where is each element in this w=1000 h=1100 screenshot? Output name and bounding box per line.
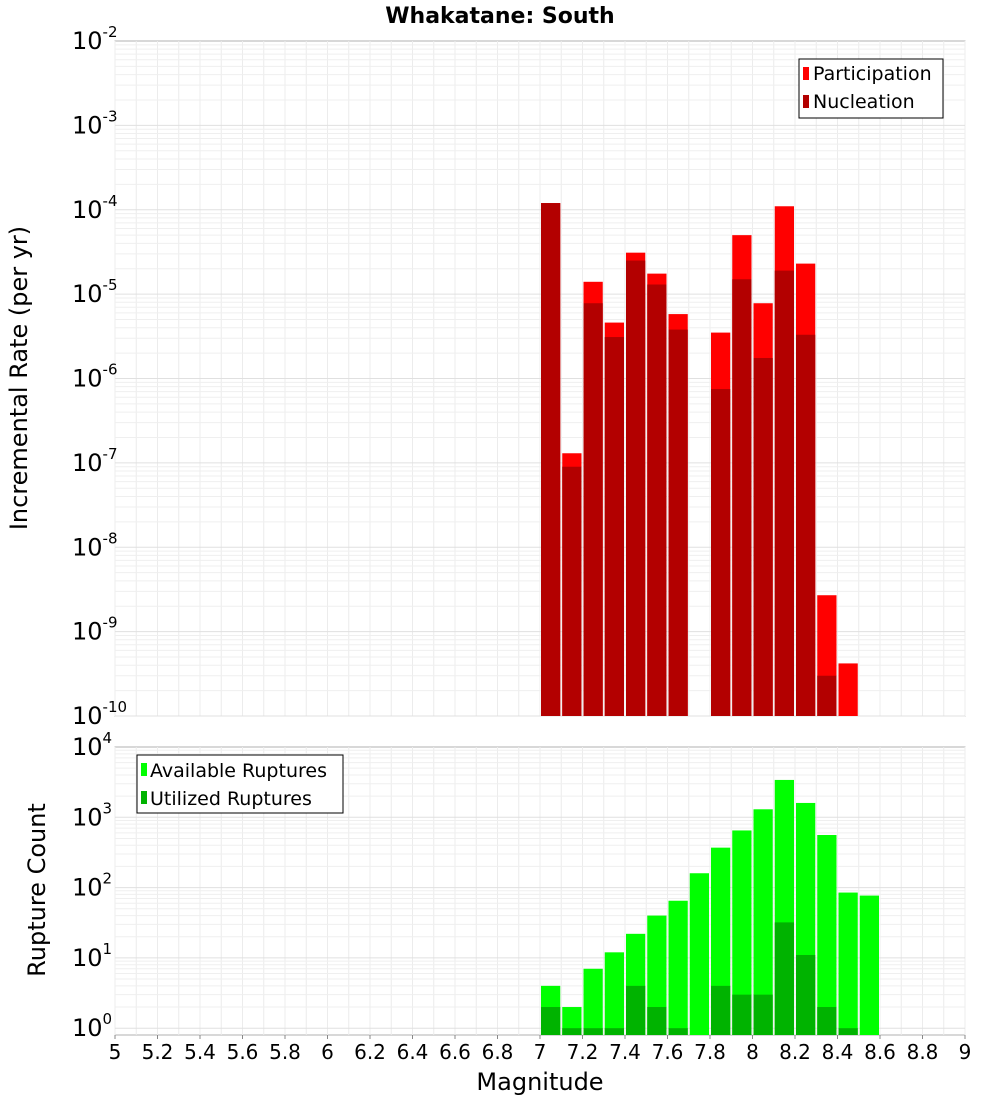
nucleation-bar: [711, 389, 731, 716]
nucleation-bar: [583, 303, 603, 716]
utilized-ruptures-bar: [604, 1028, 624, 1035]
utilized-ruptures-bar: [647, 1007, 667, 1035]
nucleation-bar: [647, 284, 667, 716]
utilized-ruptures-bar: [817, 1007, 837, 1035]
nucleation-bar: [562, 466, 582, 716]
x-tick-label: 8.2: [779, 1040, 811, 1064]
utilized-ruptures-bar: [753, 994, 773, 1035]
nucleation-bar: [796, 334, 816, 716]
bottom-bars: [541, 779, 879, 1035]
y-tick-label: 103: [72, 799, 112, 831]
x-tick-label: 9: [959, 1040, 972, 1064]
x-tick-label: 7.2: [567, 1040, 599, 1064]
x-tick-label: 7: [534, 1040, 547, 1064]
available-ruptures-bar: [753, 809, 773, 1035]
utilized-ruptures-bar: [774, 922, 794, 1035]
utilized-ruptures-bar: [626, 985, 646, 1035]
y-tick-label: 10-6: [72, 361, 118, 393]
bottom-y-ticks: 100 101 102 103 104: [72, 729, 112, 1042]
available-ruptures-bar: [604, 952, 624, 1035]
available-ruptures-bar: [838, 892, 858, 1035]
available-ruptures-bar: [647, 915, 667, 1035]
x-tick-label: 6.6: [439, 1040, 471, 1064]
nucleation-bar: [774, 270, 794, 716]
y-tick-label: 10-4: [72, 192, 118, 224]
available-ruptures-bar: [817, 834, 837, 1035]
top-y-ticks: 10-10 10-9 10-8 10-7 10-6 10-5 10-4 10-3 10-2: [72, 23, 127, 730]
x-tick-label: 5.6: [227, 1040, 259, 1064]
x-tick-label: 7.4: [609, 1040, 641, 1064]
x-tick-label: 5: [109, 1040, 122, 1064]
available-ruptures-bar: [562, 1007, 582, 1035]
x-tick-label: 8.6: [864, 1040, 896, 1064]
available-ruptures-bar: [859, 895, 879, 1035]
y-tick-label: 104: [72, 729, 112, 761]
available-ruptures-bar: [668, 900, 688, 1035]
y-tick-label: 10-10: [72, 698, 127, 730]
bottom-y-axis-title: Rupture Count: [23, 803, 51, 977]
x-tick-label: 6.4: [397, 1040, 429, 1064]
nucleation-bar: [732, 279, 752, 716]
nucleation-bar: [604, 337, 624, 716]
x-tick-label: 6: [321, 1040, 334, 1064]
top-bars: [541, 203, 858, 716]
x-axis-title: Magnitude: [476, 1068, 603, 1096]
x-tick-label: 7.6: [652, 1040, 684, 1064]
legend-swatch-participation: [803, 67, 809, 80]
utilized-ruptures-bar: [541, 1007, 561, 1035]
available-ruptures-bar: [583, 968, 603, 1035]
legend-label-participation: Participation: [813, 63, 932, 85]
utilized-ruptures-bar: [583, 1028, 603, 1035]
y-tick-label: 10-7: [72, 445, 118, 477]
x-ticks: 5 5.2 5.4 5.6 5.8 6 6.2 6.4 6.6 6.8 7 7.2 7.4 7.6 7.8 8…: [109, 1035, 972, 1064]
nucleation-bar: [668, 329, 688, 716]
x-tick-label: 7.8: [694, 1040, 726, 1064]
nucleation-bar: [541, 203, 561, 716]
bottom-legend: Available Ruptures Utilized Ruptures: [136, 754, 344, 814]
x-tick-label: 6.2: [354, 1040, 386, 1064]
x-tick-label: 5.4: [184, 1040, 216, 1064]
nucleation-bar: [626, 260, 646, 716]
utilized-ruptures-bar: [711, 985, 731, 1035]
top-grid: [114, 41, 966, 717]
legend-swatch-nucleation: [803, 95, 809, 108]
utilized-ruptures-bar: [796, 954, 816, 1035]
utilized-ruptures-bar: [732, 994, 752, 1035]
x-tick-label: 8.4: [822, 1040, 854, 1064]
y-tick-label: 10-8: [72, 529, 118, 561]
legend-label-nucleation: Nucleation: [813, 91, 915, 113]
x-tick-label: 8.8: [907, 1040, 939, 1064]
y-tick-label: 10-5: [72, 276, 118, 308]
legend-swatch-available: [141, 763, 147, 776]
y-tick-label: 101: [72, 940, 112, 972]
y-tick-label: 100: [72, 1010, 112, 1042]
y-tick-label: 10-3: [72, 107, 118, 139]
legend-label-utilized: Utilized Ruptures: [150, 788, 312, 810]
x-tick-label: 8: [746, 1040, 759, 1064]
utilized-ruptures-bar: [668, 1028, 688, 1035]
top-y-axis-title: Incremental Rate (per yr): [5, 226, 33, 530]
y-tick-label: 102: [72, 870, 112, 902]
participation-bar: [838, 663, 858, 716]
legend-label-available: Available Ruptures: [150, 760, 327, 782]
chart-title: Whakatane: South: [385, 4, 614, 29]
top-legend: Participation Nucleation: [798, 58, 944, 119]
available-ruptures-bar: [689, 873, 709, 1035]
nucleation-bar: [753, 357, 773, 716]
y-tick-label: 10-2: [72, 23, 118, 55]
utilized-ruptures-bar: [562, 1028, 582, 1035]
available-ruptures-bar: [732, 830, 752, 1035]
x-tick-label: 5.2: [142, 1040, 174, 1064]
x-tick-label: 6.8: [482, 1040, 514, 1064]
x-tick-label: 5.8: [269, 1040, 301, 1064]
legend-swatch-utilized: [141, 791, 147, 804]
y-tick-label: 10-9: [72, 614, 118, 646]
nucleation-bar: [817, 675, 837, 716]
utilized-ruptures-bar: [838, 1028, 858, 1035]
